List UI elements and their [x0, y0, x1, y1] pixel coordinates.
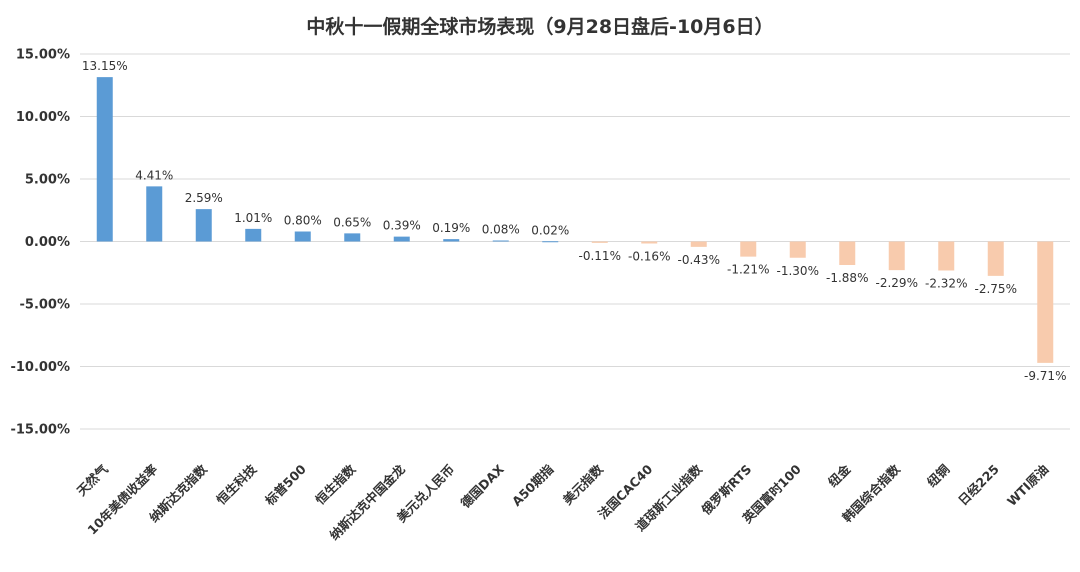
category-label: 美元指数: [560, 461, 606, 507]
data-label: 0.39%: [383, 219, 421, 233]
data-label: -2.29%: [876, 276, 918, 290]
category-label: 纽金: [825, 461, 854, 490]
category-label: 日经225: [955, 462, 1002, 509]
bar: [641, 241, 658, 244]
data-label: -0.16%: [628, 250, 670, 264]
y-tick-label: 15.00%: [16, 48, 70, 63]
y-tick-label: 5.00%: [25, 173, 70, 188]
bar: [492, 240, 509, 242]
y-tick-label: -10.00%: [10, 360, 70, 375]
bar: [542, 241, 559, 243]
bar: [839, 241, 856, 265]
data-label: 0.08%: [482, 223, 520, 237]
y-tick-label: 0.00%: [25, 235, 70, 250]
bar: [1037, 241, 1054, 363]
data-label: 13.15%: [82, 59, 128, 73]
data-label: -1.30%: [777, 264, 819, 278]
bar: [245, 228, 262, 242]
bar: [294, 231, 311, 242]
category-label: 天然气: [74, 461, 111, 498]
data-label: -1.88%: [826, 271, 868, 285]
data-label: -2.75%: [975, 282, 1017, 296]
data-label: -0.43%: [678, 253, 720, 267]
bar: [393, 236, 410, 242]
bar: [690, 241, 707, 247]
bar: [987, 241, 1004, 276]
chart-title: 中秋十一假期全球市场表现（9月28日盘后-10月6日）: [306, 15, 773, 38]
data-label: 0.65%: [333, 215, 371, 229]
bar: [938, 241, 955, 271]
bar: [888, 241, 905, 271]
bar: [96, 77, 113, 242]
bar: [195, 209, 212, 242]
data-label: -0.11%: [579, 249, 621, 263]
bar: [443, 239, 460, 242]
data-label: 0.19%: [432, 221, 470, 235]
data-label: 0.02%: [531, 223, 569, 237]
bar: [344, 233, 361, 242]
category-label: 恒生指数: [312, 461, 358, 507]
data-label: 2.59%: [185, 191, 223, 205]
y-tick-label: -15.00%: [10, 423, 70, 438]
gridlines: [80, 53, 1070, 430]
bar: [740, 241, 757, 257]
category-label: WTI原油: [1004, 462, 1051, 509]
data-label: -9.71%: [1024, 369, 1066, 383]
category-label: 纽铜: [924, 462, 952, 490]
bars: [96, 77, 1054, 363]
data-label: -2.32%: [925, 277, 967, 291]
category-label: A50期指: [509, 461, 557, 509]
data-labels: 13.15% 4.41% 2.59% 1.01% 0.80% 0.65% 0.39% 0.19…: [82, 59, 1067, 383]
y-tick-label: 10.00%: [16, 110, 70, 125]
y-tick-label: -5.00%: [20, 298, 71, 313]
bar: [146, 186, 163, 242]
bar: [591, 241, 608, 243]
category-label: 标普500: [261, 461, 309, 509]
data-label: -1.21%: [727, 263, 769, 277]
category-label: 德国DAX: [458, 461, 508, 511]
data-label: 4.41%: [135, 168, 173, 182]
data-label: 1.01%: [234, 211, 272, 225]
bar: [789, 241, 806, 258]
y-axis-tick-labels: 15.00% 10.00% 5.00% 0.00% -5.00% -10.00% -15.0…: [10, 48, 70, 438]
category-label: 恒生科技: [213, 461, 259, 507]
data-label: 0.80%: [284, 214, 322, 228]
